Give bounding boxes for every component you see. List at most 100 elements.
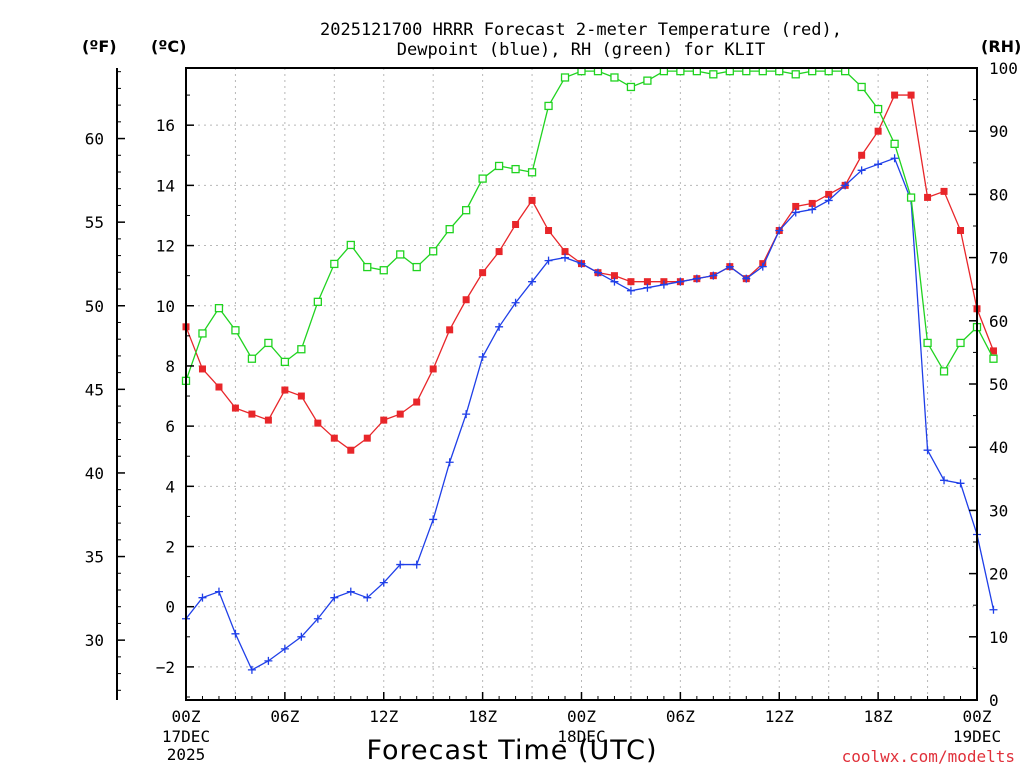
rh-point xyxy=(198,329,207,338)
rh-point xyxy=(923,338,932,348)
x-year-label: 2025 xyxy=(167,745,206,764)
temperature-point xyxy=(396,410,404,418)
x-tick-label: 12Z xyxy=(765,707,794,726)
temperature-point xyxy=(413,398,421,406)
dewpoint-point xyxy=(593,268,602,277)
rh-point xyxy=(214,304,224,313)
dewpoint-point xyxy=(429,515,438,524)
dewpoint-point xyxy=(874,160,883,169)
rh-point xyxy=(544,101,553,111)
temperature-point xyxy=(215,383,223,391)
dewpoint-point xyxy=(577,259,586,268)
x-date-label: 18DEC xyxy=(557,727,605,746)
temperature-point xyxy=(347,446,355,454)
temperature-point xyxy=(330,434,338,442)
x-axis-label: Forecast Time (UTC) xyxy=(366,735,657,766)
rh-tick-label: 90 xyxy=(989,122,1008,141)
dewpoint-point xyxy=(478,352,487,361)
celsius-tick-label: 8 xyxy=(165,357,175,376)
fahrenheit-tick-label: 50 xyxy=(85,297,104,316)
dewpoint-point xyxy=(412,560,421,569)
temperature-point xyxy=(545,227,553,235)
dewpoint-point xyxy=(462,410,471,419)
celsius-tick-label: 0 xyxy=(165,598,175,617)
celsius-tick-label: 10 xyxy=(156,297,175,316)
dewpoint-point xyxy=(857,166,866,175)
celsius-tick-label: −2 xyxy=(156,658,175,677)
temperature-line xyxy=(185,94,995,452)
dewpoint-point xyxy=(495,322,504,331)
rh-point xyxy=(396,250,405,259)
celsius-tick-label: 14 xyxy=(156,176,175,195)
rh-point xyxy=(857,82,866,92)
dewpoint-point xyxy=(198,593,207,602)
temperature-point xyxy=(957,227,965,235)
rh-point xyxy=(231,326,240,335)
rh-tick-label: 70 xyxy=(989,249,1008,268)
dewpoint-point xyxy=(396,560,405,569)
rh-point xyxy=(445,225,454,234)
dewpoint-point xyxy=(280,644,289,653)
rh-point xyxy=(626,82,636,92)
rh-point xyxy=(527,168,537,177)
dewpoint-point xyxy=(841,181,850,190)
dewpoint-point xyxy=(725,262,734,271)
rh-point xyxy=(461,206,471,215)
dewpoint-point xyxy=(247,665,256,674)
temperature-point xyxy=(940,187,948,195)
dewpoint-point xyxy=(363,593,372,602)
rh-point xyxy=(494,161,504,171)
rh-point xyxy=(264,338,273,348)
temperature-point xyxy=(858,151,866,159)
rh-point xyxy=(939,367,949,376)
rh-point xyxy=(610,73,619,82)
temperature-point xyxy=(512,220,520,228)
dewpoint-point xyxy=(561,253,570,262)
dewpoint-point xyxy=(692,274,701,283)
dewpoint-point xyxy=(989,605,998,614)
dewpoint-point xyxy=(610,277,619,286)
dewpoint-point xyxy=(544,256,553,265)
rh-point xyxy=(511,164,520,174)
rh-point xyxy=(709,70,718,79)
fahrenheit-tick-label: 30 xyxy=(85,631,104,650)
x-tick-label: 00Z xyxy=(567,707,596,726)
fahrenheit-tick-label: 35 xyxy=(85,548,104,567)
temperature-point xyxy=(924,193,932,201)
dewpoint-point xyxy=(643,283,652,292)
temperature-point xyxy=(495,248,503,256)
dewpoint-point xyxy=(742,274,751,283)
rh-tick-label: 30 xyxy=(989,501,1008,520)
rh-point xyxy=(791,70,800,79)
temperature-point xyxy=(314,419,322,427)
gridlines xyxy=(186,68,977,700)
rh-tick-label: 60 xyxy=(989,312,1008,331)
x-tick-label: 18Z xyxy=(864,707,893,726)
dewpoint-point xyxy=(313,614,322,623)
rh-tick-label: 10 xyxy=(989,628,1008,647)
title-line-1: 2025121700 HRRR Forecast 2-meter Tempera… xyxy=(320,20,842,40)
dewpoint-point xyxy=(330,593,339,602)
rh-tick-label: 20 xyxy=(989,565,1008,584)
rh-point xyxy=(379,266,388,275)
dewpoint-point xyxy=(775,226,784,235)
temperature-point xyxy=(281,386,289,394)
rh-tick-label: 80 xyxy=(989,185,1008,204)
chart-title: 2025121700 HRRR Forecast 2-meter Tempera… xyxy=(320,20,842,60)
temperature-point xyxy=(380,416,388,424)
dewpoint-point xyxy=(264,656,273,665)
rh-line xyxy=(185,70,995,382)
temperature-point xyxy=(446,326,454,334)
rh-point xyxy=(429,247,438,256)
temperature-point xyxy=(989,347,997,355)
rh-point xyxy=(346,240,355,250)
dewpoint-point xyxy=(214,587,223,596)
dewpoint-point xyxy=(676,277,685,286)
temperature-point xyxy=(479,269,487,277)
temperature-point xyxy=(825,190,833,198)
x-tick-label: 12Z xyxy=(369,707,398,726)
x-tick-label: 00Z xyxy=(963,707,992,726)
fahrenheit-tick-label: 40 xyxy=(85,464,104,483)
fahrenheit-tick-label: 55 xyxy=(85,213,104,232)
